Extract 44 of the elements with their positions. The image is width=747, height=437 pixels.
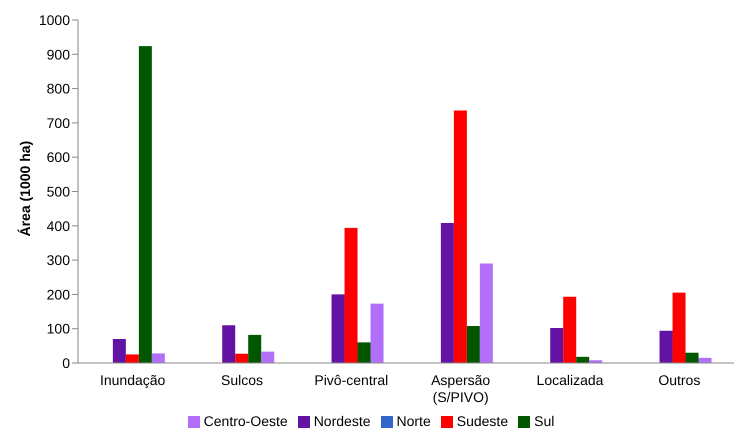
bar <box>358 342 371 363</box>
bar <box>563 296 576 363</box>
bar <box>550 328 564 363</box>
y-tick-label: 400 <box>46 218 70 234</box>
x-tick-label: Pivô-central <box>314 372 388 388</box>
bar <box>686 352 699 363</box>
bar <box>660 330 673 363</box>
bar <box>344 228 358 363</box>
bar <box>454 110 467 363</box>
legend-label: Sul <box>534 413 554 429</box>
y-axis-title: Área (1000 ha) <box>16 140 33 236</box>
bar <box>466 326 480 363</box>
x-tick-label: Aspersão (S/PIVO) <box>431 372 490 405</box>
bar <box>370 304 384 363</box>
bar <box>440 223 454 363</box>
bar <box>480 264 493 363</box>
y-tick-label: 1000 <box>38 12 70 28</box>
y-tick-label: 900 <box>46 46 70 62</box>
y-tick-label: 600 <box>46 149 70 166</box>
x-tick-label: Sulcos <box>220 372 264 388</box>
bar <box>138 46 152 363</box>
x-tick-label: Localizada <box>536 372 604 388</box>
bar <box>248 334 262 363</box>
bar <box>152 353 165 363</box>
bar <box>332 294 345 363</box>
legend-label: Centro-Oeste <box>204 413 288 429</box>
bar <box>235 354 248 363</box>
bar <box>261 352 274 363</box>
bar <box>222 325 236 363</box>
legend-label: Sudeste <box>456 413 508 429</box>
y-tick-label: 200 <box>46 286 70 302</box>
y-tick-label: 700 <box>46 114 70 131</box>
y-tick-label: 100 <box>46 320 70 337</box>
y-tick-label: 300 <box>46 252 70 268</box>
y-tick-label: 500 <box>46 183 70 200</box>
bar <box>112 338 126 363</box>
bar <box>126 354 139 363</box>
x-tick-label: Outros <box>658 372 700 388</box>
y-tick-label: 0 <box>62 354 70 371</box>
legend-label: Norte <box>396 413 431 429</box>
legend-label: Nordeste <box>314 413 370 429</box>
x-tick-label: Inundação <box>100 372 166 388</box>
y-tick-label: 800 <box>46 80 70 97</box>
bar <box>672 292 686 363</box>
